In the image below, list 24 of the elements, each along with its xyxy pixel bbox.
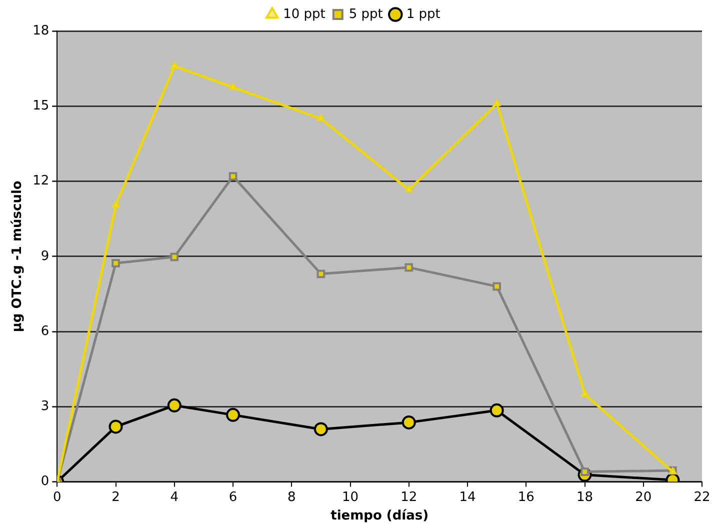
legend-label: 5 ppt <box>348 6 383 22</box>
x-tick-label: 0 <box>53 490 62 505</box>
y-tick-label: 9 <box>40 248 50 264</box>
x-tick-label: 4 <box>170 490 179 505</box>
x-tick-label: 16 <box>518 490 534 505</box>
y-axis-title: µg OTC.g -1 músculo <box>10 180 26 332</box>
x-tick-label: 2 <box>112 490 120 505</box>
y-tick-label: 3 <box>40 399 50 414</box>
x-tick-label: 8 <box>287 490 296 505</box>
x-tick-label: 6 <box>228 490 238 505</box>
x-tick-label: 10 <box>342 490 359 505</box>
x-tick-label: 18 <box>576 490 594 505</box>
x-tick-label: 20 <box>635 490 652 505</box>
y-tick-label: 18 <box>32 23 50 38</box>
legend-label: 10 ppt <box>283 6 326 22</box>
y-tick-label: 12 <box>32 174 50 189</box>
x-axis-title: tiempo (días) <box>330 508 429 524</box>
y-tick-label: 15 <box>32 98 50 114</box>
x-tick-label: 14 <box>459 490 476 505</box>
legend-label: 1 ppt <box>406 6 440 22</box>
y-tick-label: 0 <box>40 474 50 490</box>
y-tick-label: 6 <box>40 324 50 339</box>
x-tick-label: 12 <box>400 490 418 505</box>
x-tick-label: 22 <box>694 490 710 505</box>
